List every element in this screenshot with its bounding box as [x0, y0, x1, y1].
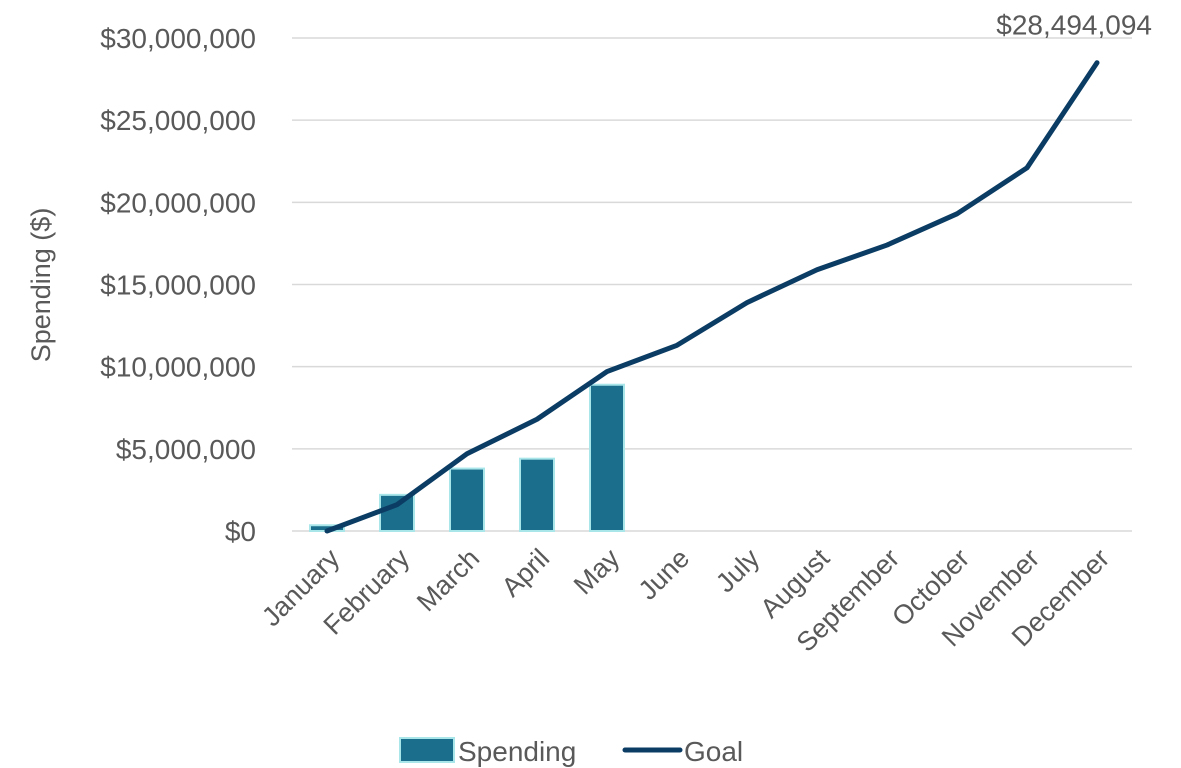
legend: Spending Goal — [399, 736, 743, 767]
y-tick-label: $0 — [225, 516, 256, 547]
x-tick-label: May — [568, 543, 626, 601]
bar-april — [519, 457, 555, 532]
y-tick-label: $10,000,000 — [100, 352, 256, 383]
bar-february — [379, 493, 415, 533]
legend-label-spending: Spending — [458, 736, 576, 767]
gridlines — [292, 37, 1132, 532]
spending-bars — [309, 383, 625, 533]
x-tick-label: March — [411, 543, 485, 617]
y-tick-label: $30,000,000 — [100, 23, 256, 54]
y-tick-label: $5,000,000 — [116, 434, 256, 465]
goal-line — [324, 60, 1100, 534]
legend-swatch-spending — [399, 737, 455, 763]
y-axis-title: Spending ($) — [26, 208, 56, 363]
y-axis-tick-labels: $0 $5,000,000 $10,000,000 $15,000,000 $20,00… — [100, 23, 256, 547]
x-tick-label: July — [710, 543, 766, 599]
bar-march — [449, 467, 485, 533]
bar-may — [589, 383, 625, 533]
legend-label-goal: Goal — [684, 736, 743, 767]
x-tick-label: June — [633, 543, 696, 606]
y-tick-label: $25,000,000 — [100, 105, 256, 136]
goal-data-label: $28,494,094 — [996, 10, 1152, 41]
y-tick-label: $15,000,000 — [100, 270, 256, 301]
y-tick-label: $20,000,000 — [100, 187, 256, 218]
x-tick-label: April — [496, 543, 555, 602]
